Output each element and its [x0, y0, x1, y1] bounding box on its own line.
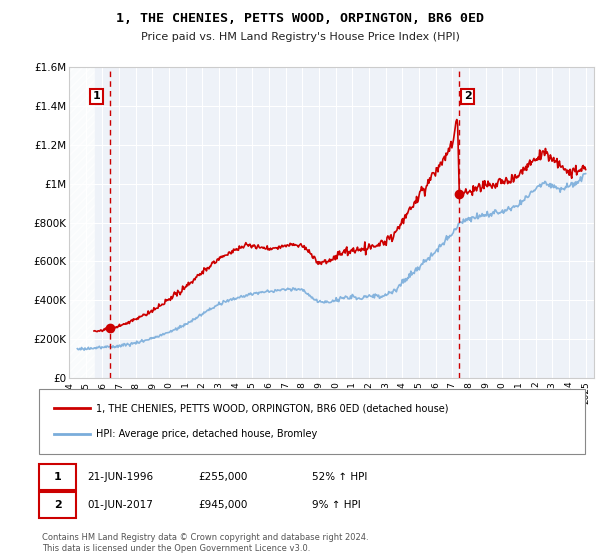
Text: HPI: Average price, detached house, Bromley: HPI: Average price, detached house, Brom…	[96, 430, 317, 440]
Bar	[69, 67, 94, 378]
Text: 52% ↑ HPI: 52% ↑ HPI	[312, 472, 367, 482]
Text: 21-JUN-1996: 21-JUN-1996	[87, 472, 153, 482]
Text: 1: 1	[93, 91, 101, 101]
Text: 1, THE CHENIES, PETTS WOOD, ORPINGTON, BR6 0ED (detached house): 1, THE CHENIES, PETTS WOOD, ORPINGTON, B…	[96, 403, 449, 413]
Text: £945,000: £945,000	[198, 500, 247, 510]
Text: 2: 2	[54, 500, 61, 510]
Text: 2: 2	[464, 91, 472, 101]
Text: 1, THE CHENIES, PETTS WOOD, ORPINGTON, BR6 0ED: 1, THE CHENIES, PETTS WOOD, ORPINGTON, B…	[116, 12, 484, 25]
Text: 1: 1	[54, 472, 61, 482]
Text: 9% ↑ HPI: 9% ↑ HPI	[312, 500, 361, 510]
Text: £255,000: £255,000	[198, 472, 247, 482]
Text: 01-JUN-2017: 01-JUN-2017	[87, 500, 153, 510]
Text: Contains HM Land Registry data © Crown copyright and database right 2024.
This d: Contains HM Land Registry data © Crown c…	[42, 533, 368, 553]
Text: Price paid vs. HM Land Registry's House Price Index (HPI): Price paid vs. HM Land Registry's House …	[140, 32, 460, 42]
